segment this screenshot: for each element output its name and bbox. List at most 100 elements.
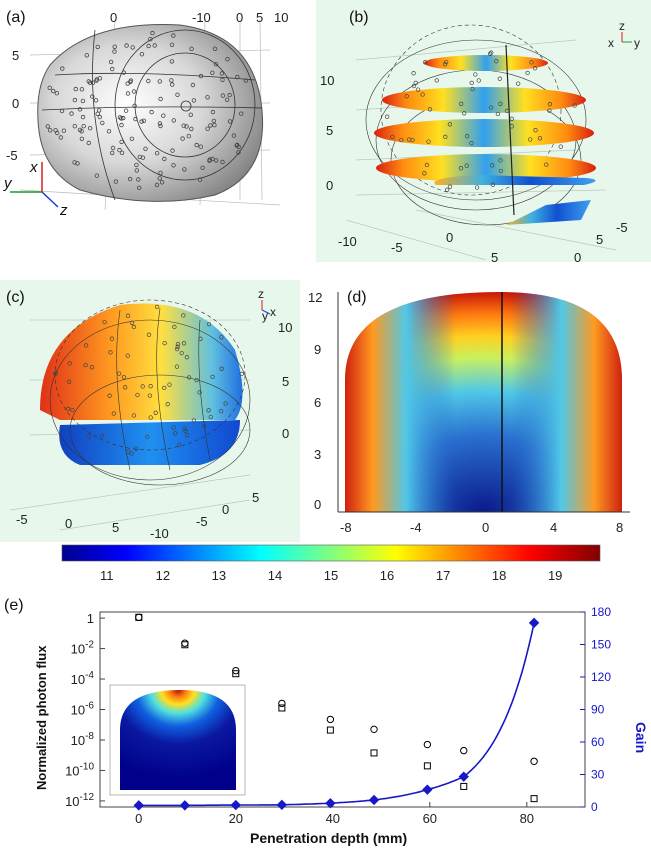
d-y-tick: 9: [314, 342, 321, 357]
b-bottom-tick: 5: [596, 232, 603, 247]
d-x-tick: 4: [550, 520, 557, 535]
axis-triad: z y x: [258, 287, 276, 323]
a-top-tick: 0: [236, 10, 243, 25]
gain-diamond-marker: [368, 794, 380, 806]
circle-marker: [370, 725, 378, 734]
electrode-markers: [45, 30, 249, 190]
colorbar-tick: 19: [548, 568, 562, 583]
square-marker: [370, 749, 378, 757]
colorbar-tick: 14: [268, 568, 282, 583]
x-tick-label: 80: [520, 811, 534, 826]
panel-label-c: (c): [6, 289, 25, 306]
d-y-tick: 3: [314, 447, 321, 462]
a-top-tick: -10: [192, 10, 211, 25]
panel-d: (d) 12 9 6 3 0 -8 -4 0 4 8: [300, 280, 651, 542]
circle-marker: [530, 757, 538, 765]
triad-y: y: [634, 36, 640, 50]
inset-map: [109, 684, 246, 796]
b-bottom-tick: 5: [491, 250, 498, 262]
square-marker: [278, 704, 286, 712]
y-axis-title: Normalized photon flux: [34, 645, 49, 790]
c-right-tick: 0: [282, 426, 289, 441]
triad-z: z: [258, 287, 264, 301]
triad-x: x: [270, 305, 276, 319]
axis-x-letter: x: [29, 159, 38, 176]
panel-e: (e) 0 20 40 60 80 1 10-2 10-4 10-6 10-8 10-10 10-12…: [0, 590, 651, 850]
y2-axis-title: Gain: [633, 722, 649, 753]
y2-tick-label: 150: [591, 638, 611, 652]
y-tick-label: 10-8: [71, 731, 95, 748]
c-bottom-tick: 5: [252, 490, 259, 505]
y2-tick-label: 0: [591, 800, 598, 814]
square-marker: [530, 795, 538, 803]
d-y-tick: 0: [314, 497, 321, 512]
circle-marker: [181, 639, 189, 647]
y-tick-label: 10-4: [71, 670, 95, 687]
gain-diamond-marker: [458, 771, 469, 782]
triad-x: x: [608, 36, 614, 50]
panel-a: x y z (a) 0 -10 0 5 10 5 0 -5: [0, 0, 300, 250]
gain-diamond-marker: [325, 798, 336, 809]
x-axis-title: Penetration depth (mm): [250, 830, 407, 846]
circle-marker: [423, 740, 432, 749]
a-top-tick: 0: [110, 10, 117, 25]
square-marker: [423, 762, 431, 770]
y2-tick-label: 30: [591, 768, 605, 782]
colorbar-tick: 11: [100, 568, 114, 583]
gain-diamond-marker: [422, 784, 433, 795]
c-bottom-tick: 5: [112, 520, 119, 535]
c-right-tick: 10: [278, 320, 292, 335]
c-bottom-tick: 0: [222, 502, 229, 517]
panel-c-figure: (c) 10 5 0 -5 0 5 -10 -5 0 5 z y x: [6, 287, 292, 541]
y-tick-label: 10-2: [71, 640, 95, 657]
d-x-tick: -4: [410, 520, 422, 535]
circle-marker: [135, 613, 143, 622]
x-tick-label: 0: [135, 811, 142, 826]
c-bottom-tick: -5: [196, 514, 208, 529]
y-tick-label: 10-10: [65, 761, 94, 778]
square-marker: [460, 782, 468, 790]
colorbar-tick: 18: [492, 568, 506, 583]
x-tick-label: 40: [326, 811, 340, 826]
b-bottom-tick: 0: [574, 250, 581, 262]
electrode-markers: [384, 50, 577, 192]
a-left-tick: 5: [12, 48, 19, 63]
colorbar-tick: 15: [324, 568, 338, 583]
c-right-tick: 5: [282, 374, 289, 389]
colorbar-tick: 16: [380, 568, 394, 583]
gain-diamond-marker: [276, 799, 288, 811]
x-tick-label: 60: [423, 811, 437, 826]
panel-label-b: (b): [349, 9, 369, 26]
b-bottom-tick: -5: [391, 240, 403, 255]
gain-fit-curve: [138, 622, 537, 807]
panel-c: (c) 10 5 0 -5 0 5 -10 -5 0 5 z y x: [0, 280, 300, 542]
colorbar-tick: 17: [436, 568, 450, 583]
circle-marker: [232, 666, 240, 675]
panel-b: (b) 10 5 0 -10 -5 0 5 0 5 -5 z x y: [316, 0, 651, 265]
b-bottom-tick: -5: [616, 220, 628, 235]
axis-z-letter: z: [59, 202, 68, 219]
d-y-tick: 6: [314, 395, 321, 410]
y-tick-label: 1: [87, 611, 94, 626]
b-left-tick: 5: [326, 123, 333, 138]
y2-tick-label: 60: [591, 735, 605, 749]
circle-marker: [460, 746, 468, 755]
triad-z: z: [619, 19, 625, 33]
circle-marker: [278, 699, 286, 708]
d-y-tick: 12: [308, 290, 322, 305]
y-tick-label: 10-12: [65, 792, 94, 809]
x-tick-label: 20: [229, 811, 243, 826]
gain-diamond-marker: [230, 799, 242, 811]
colorbar: 11 12 13 14 15 16 17 18 19: [0, 540, 651, 590]
gain-diamond-marker: [179, 800, 191, 811]
gain-diamond-marker: [133, 800, 145, 811]
y2-tick-label: 90: [591, 703, 605, 717]
panel-d-figure: (d) 12 9 6 3 0 -8 -4 0 4 8: [308, 289, 630, 535]
b-left-tick: 0: [326, 178, 333, 193]
y2-tick-label: 120: [591, 670, 611, 684]
triad-y: y: [262, 309, 268, 323]
c-bottom-tick: 0: [65, 516, 72, 531]
y2-tick-label: 180: [591, 605, 611, 619]
colorbar-tick: 13: [212, 568, 226, 583]
circle-marker: [326, 715, 335, 724]
